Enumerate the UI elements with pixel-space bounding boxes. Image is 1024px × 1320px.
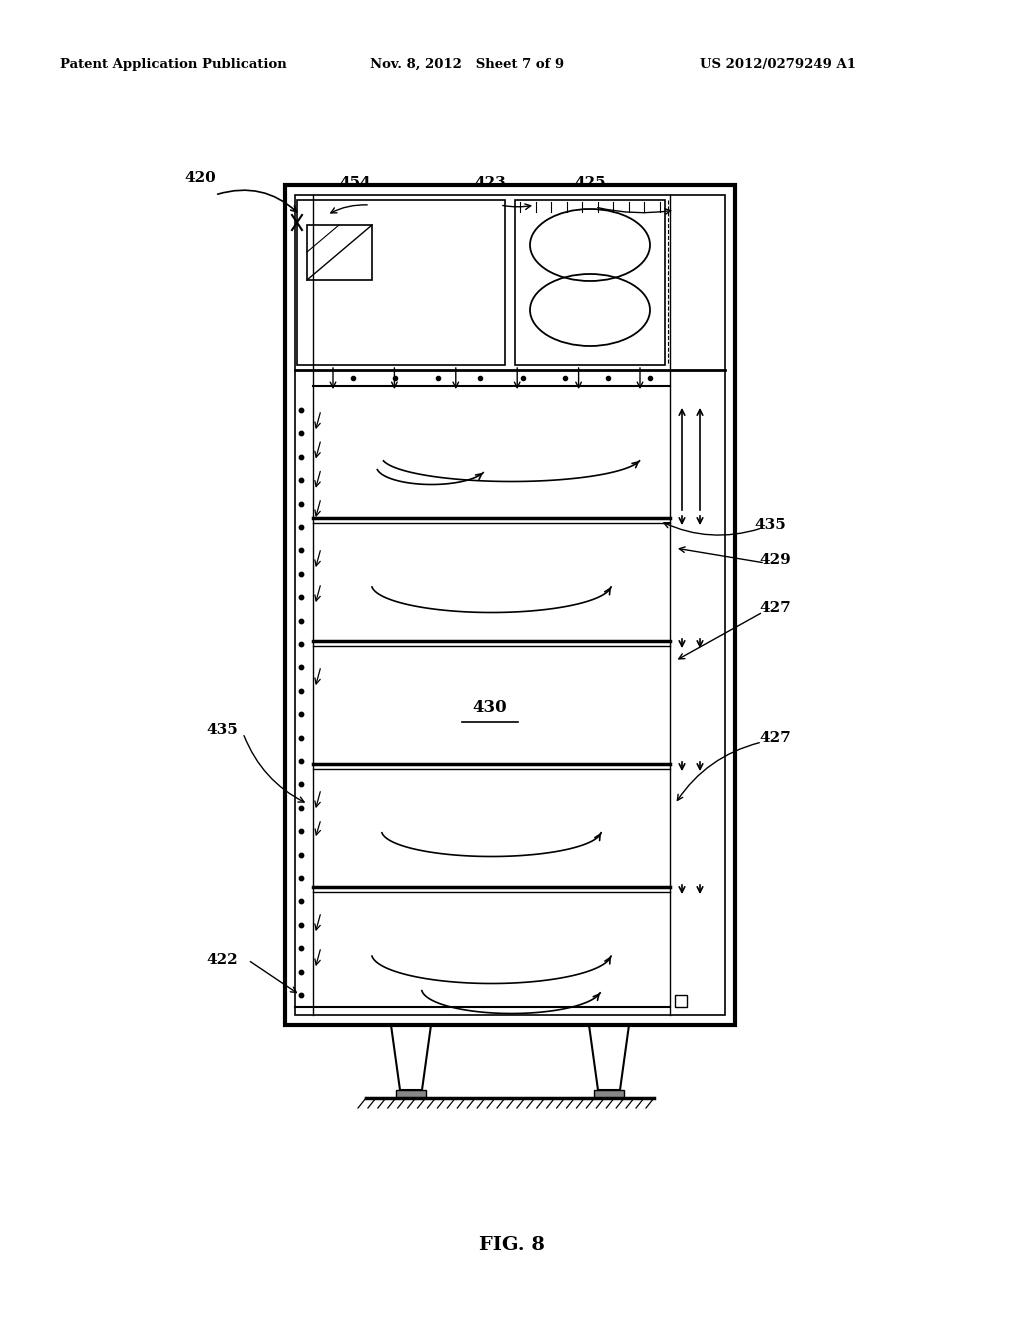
Bar [515, 201, 665, 366]
Text: 429: 429 [759, 553, 791, 568]
Text: 423: 423 [474, 176, 506, 190]
Text: 427: 427 [759, 731, 791, 744]
Text: FIG. 8: FIG. 8 [479, 1236, 545, 1254]
Text: Nov. 8, 2012   Sheet 7 of 9: Nov. 8, 2012 Sheet 7 of 9 [370, 58, 564, 71]
Text: 435: 435 [206, 723, 238, 737]
Bar [396, 1090, 426, 1098]
Text: 425: 425 [574, 176, 606, 190]
Text: 430: 430 [473, 700, 507, 715]
Text: US 2012/0279249 A1: US 2012/0279249 A1 [700, 58, 856, 71]
Bar [675, 995, 687, 1007]
Text: 420: 420 [184, 172, 216, 185]
Text: 454: 454 [339, 176, 371, 190]
Text: Patent Application Publication: Patent Application Publication [60, 58, 287, 71]
Bar [594, 1090, 624, 1098]
Text: 422: 422 [206, 953, 238, 968]
Text: 435: 435 [754, 517, 785, 532]
Bar [297, 201, 505, 366]
Bar [307, 224, 372, 280]
Text: 427: 427 [759, 601, 791, 615]
Bar [295, 195, 725, 1015]
Bar [285, 185, 735, 1026]
